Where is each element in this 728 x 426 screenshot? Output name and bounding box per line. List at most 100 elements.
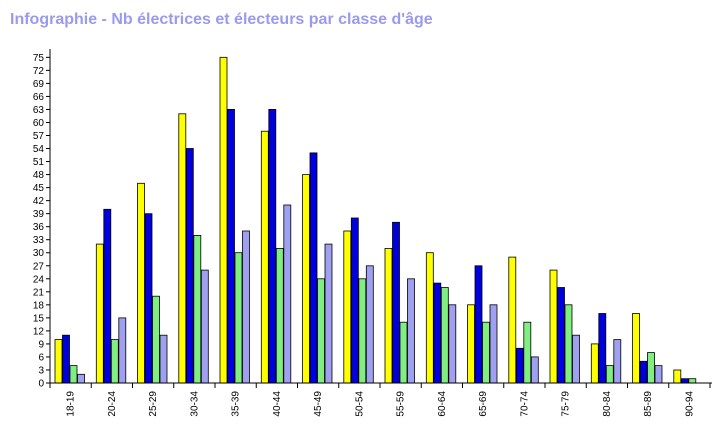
bar-45-49-s3: [317, 278, 325, 384]
y-tick-label: 75: [33, 53, 45, 64]
bar-20-24-s2: [103, 208, 112, 384]
bar-40-44-s3: [275, 247, 284, 384]
bar-35-39-s4: [242, 230, 250, 384]
y-tick-label: 21: [33, 287, 45, 298]
bar-35-39-s1: [219, 56, 228, 384]
bar-30-34-s1: [178, 113, 187, 384]
x-tick-label: 90-94: [684, 391, 695, 417]
bar-55-59-s4: [407, 278, 415, 384]
x-tick-label: 85-89: [643, 391, 654, 417]
bar-75-79-s3: [564, 304, 573, 384]
y-tick-label: 33: [33, 235, 45, 246]
bar-35-39-s3: [234, 252, 243, 384]
bar-30-34-s4: [200, 269, 209, 384]
bar-85-89-s1: [632, 313, 640, 384]
bar-30-34-s3: [193, 234, 202, 384]
bar-70-74-s1: [508, 256, 517, 384]
y-tick-label: 66: [33, 92, 45, 103]
bar-70-74-s3: [523, 321, 532, 384]
bars-layer: [54, 56, 697, 384]
bar-18-19-s1: [54, 339, 63, 384]
y-tick-label: 6: [38, 352, 44, 363]
bar-65-69-s4: [489, 304, 498, 384]
bar-45-49-s4: [324, 243, 333, 384]
bar-85-89-s4: [654, 365, 663, 384]
x-tick-label: 30-34: [189, 391, 200, 417]
bar-70-74-s2: [515, 347, 524, 384]
y-tick-label: 60: [33, 118, 45, 129]
x-tick-label: 45-49: [313, 391, 324, 417]
bar-80-84-s4: [613, 339, 622, 384]
bar-18-19-s4: [77, 373, 85, 384]
y-tick-label: 27: [33, 261, 45, 272]
x-tick-label: 40-44: [272, 391, 283, 417]
y-tick-label: 63: [33, 105, 45, 116]
x-tick-label: 35-39: [231, 391, 242, 417]
bar-55-59-s2: [392, 221, 400, 384]
bar-70-74-s4: [530, 356, 539, 384]
bar-65-69-s3: [482, 321, 490, 384]
y-tick-label: 45: [33, 183, 45, 194]
bar-60-64-s1: [425, 252, 434, 384]
bar-80-84-s2: [598, 313, 607, 384]
y-tick-label: 3: [38, 365, 44, 376]
bar-85-89-s3: [647, 352, 655, 384]
bar-25-29-s1: [137, 182, 145, 384]
bar-25-29-s3: [152, 295, 160, 384]
x-tick-label: 65-69: [478, 391, 489, 417]
x-tick-label: 20-24: [107, 391, 118, 417]
bar-50-54-s1: [343, 230, 352, 384]
y-tick-label: 0: [38, 379, 44, 390]
y-tick-label: 36: [33, 222, 45, 233]
y-tick-label: 48: [33, 170, 45, 181]
bar-50-54-s4: [365, 265, 374, 384]
bar-20-24-s4: [118, 317, 127, 384]
y-tick-label: 9: [38, 339, 44, 350]
axes-layer: 0369121518212427303336394245485154576063…: [33, 49, 712, 417]
bar-65-69-s2: [474, 265, 483, 384]
bar-50-54-s3: [358, 278, 367, 384]
bar-80-84-s3: [605, 365, 614, 384]
bar-20-24-s1: [95, 243, 104, 384]
x-tick-label: 18-19: [66, 391, 77, 417]
bar-30-34-s2: [185, 148, 194, 384]
x-tick-label: 25-29: [148, 391, 159, 417]
bar-55-59-s1: [384, 247, 393, 384]
x-tick-label: 80-84: [602, 391, 613, 417]
bar-20-24-s3: [110, 339, 119, 384]
bar-18-19-s2: [62, 334, 70, 384]
bar-45-49-s1: [302, 174, 310, 384]
x-tick-label: 55-59: [396, 391, 407, 417]
bar-35-39-s2: [227, 109, 235, 384]
y-tick-label: 12: [33, 326, 45, 337]
bar-25-29-s4: [159, 334, 168, 384]
y-tick-label: 42: [33, 196, 45, 207]
bar-55-59-s3: [399, 321, 408, 384]
y-tick-label: 24: [33, 274, 45, 285]
bar-90-94-s2: [680, 378, 689, 384]
bar-90-94-s1: [673, 369, 682, 384]
y-tick-label: 69: [33, 79, 45, 90]
bar-40-44-s1: [260, 130, 269, 384]
y-tick-label: 57: [33, 131, 45, 142]
chart-title: Infographie - Nb électrices et électeurs…: [10, 11, 433, 28]
bar-65-69-s1: [467, 304, 475, 384]
bar-75-79-s1: [549, 269, 558, 384]
x-tick-label: 75-79: [561, 391, 572, 417]
y-tick-label: 39: [33, 209, 45, 220]
bar-25-29-s2: [144, 213, 153, 384]
bar-85-89-s2: [639, 360, 648, 384]
bar-90-94-s3: [688, 378, 697, 384]
bar-60-64-s2: [433, 282, 442, 384]
bar-75-79-s2: [557, 287, 565, 384]
y-tick-label: 18: [33, 300, 45, 311]
y-tick-label: 54: [33, 144, 45, 155]
y-tick-label: 15: [33, 313, 45, 324]
bar-75-79-s4: [572, 334, 580, 384]
y-tick-label: 72: [33, 66, 45, 77]
bar-60-64-s4: [448, 304, 457, 384]
bar-80-84-s1: [590, 343, 599, 384]
y-tick-label: 30: [33, 248, 45, 259]
x-tick-label: 70-74: [519, 391, 530, 417]
